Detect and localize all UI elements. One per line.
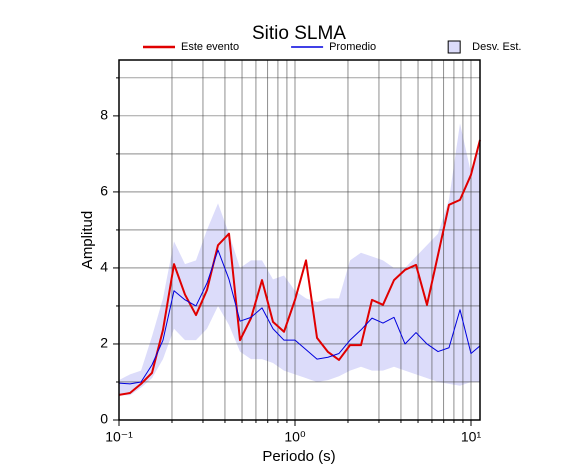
y-axis-label: Amplitud <box>79 211 96 269</box>
plot-frame <box>118 59 481 421</box>
series-line <box>118 249 481 385</box>
x-tick-label: 10⁰ <box>284 429 306 445</box>
y-tick-label: 4 <box>100 259 108 275</box>
x-tick-label: 10¹ <box>461 429 482 445</box>
chart-title: Sitio SLMA <box>252 23 346 44</box>
y-tick-label: 0 <box>100 411 108 427</box>
series-line <box>118 139 481 396</box>
legend-label: Promedio <box>329 41 376 53</box>
std-band <box>119 123 480 396</box>
legend-swatch <box>447 40 461 54</box>
x-tick-label: 10⁻¹ <box>105 429 133 445</box>
y-tick-label: 6 <box>100 183 108 199</box>
legend-label: Este evento <box>181 41 239 53</box>
legend-label: Desv. Est. <box>472 41 521 53</box>
y-tick-label: 2 <box>100 335 108 351</box>
x-axis-label: Periodo (s) <box>262 448 335 465</box>
y-tick-label: 8 <box>100 107 108 123</box>
